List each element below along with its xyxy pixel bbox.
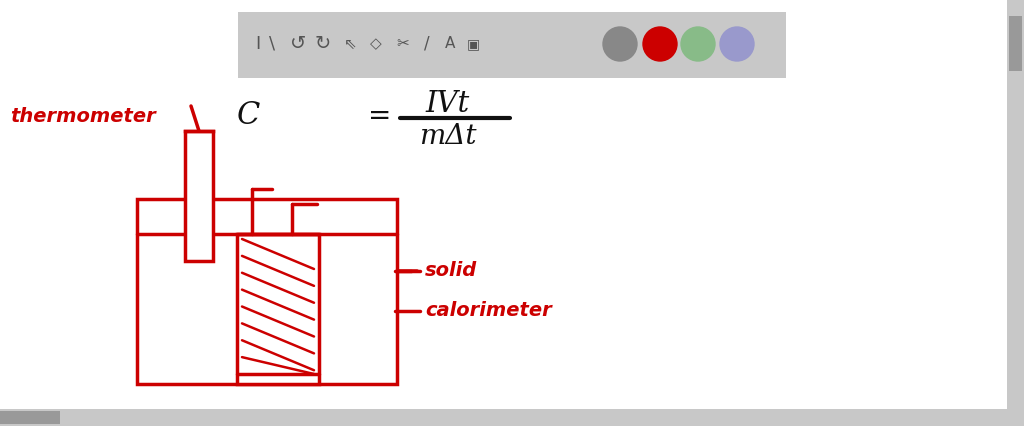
Text: thermometer: thermometer [10, 106, 156, 126]
Bar [185, 131, 213, 261]
Circle shape [603, 27, 637, 61]
Circle shape [643, 27, 677, 61]
Text: ↺: ↺ [290, 35, 306, 54]
Bar [0, 411, 60, 424]
Text: ▣: ▣ [467, 37, 479, 51]
Bar [1007, 0, 1024, 426]
Text: ⇖: ⇖ [344, 37, 356, 52]
Text: solid: solid [425, 262, 477, 280]
Text: C: C [237, 101, 260, 132]
Text: A: A [444, 37, 456, 52]
Bar [238, 12, 786, 78]
Text: IVt: IVt [426, 90, 470, 118]
Text: I: I [255, 35, 261, 53]
Bar [1009, 16, 1022, 71]
Text: /: / [424, 35, 430, 53]
Bar [237, 234, 319, 384]
Text: ◇: ◇ [370, 37, 382, 52]
Bar [137, 199, 397, 384]
Text: =: = [369, 102, 392, 130]
Circle shape [681, 27, 715, 61]
Text: calorimeter: calorimeter [425, 302, 552, 320]
Circle shape [720, 27, 754, 61]
Text: ✂: ✂ [396, 37, 410, 52]
Bar [0, 409, 1007, 426]
Text: \: \ [269, 35, 275, 53]
Text: ↻: ↻ [314, 35, 331, 54]
Text: mΔt: mΔt [419, 123, 477, 150]
